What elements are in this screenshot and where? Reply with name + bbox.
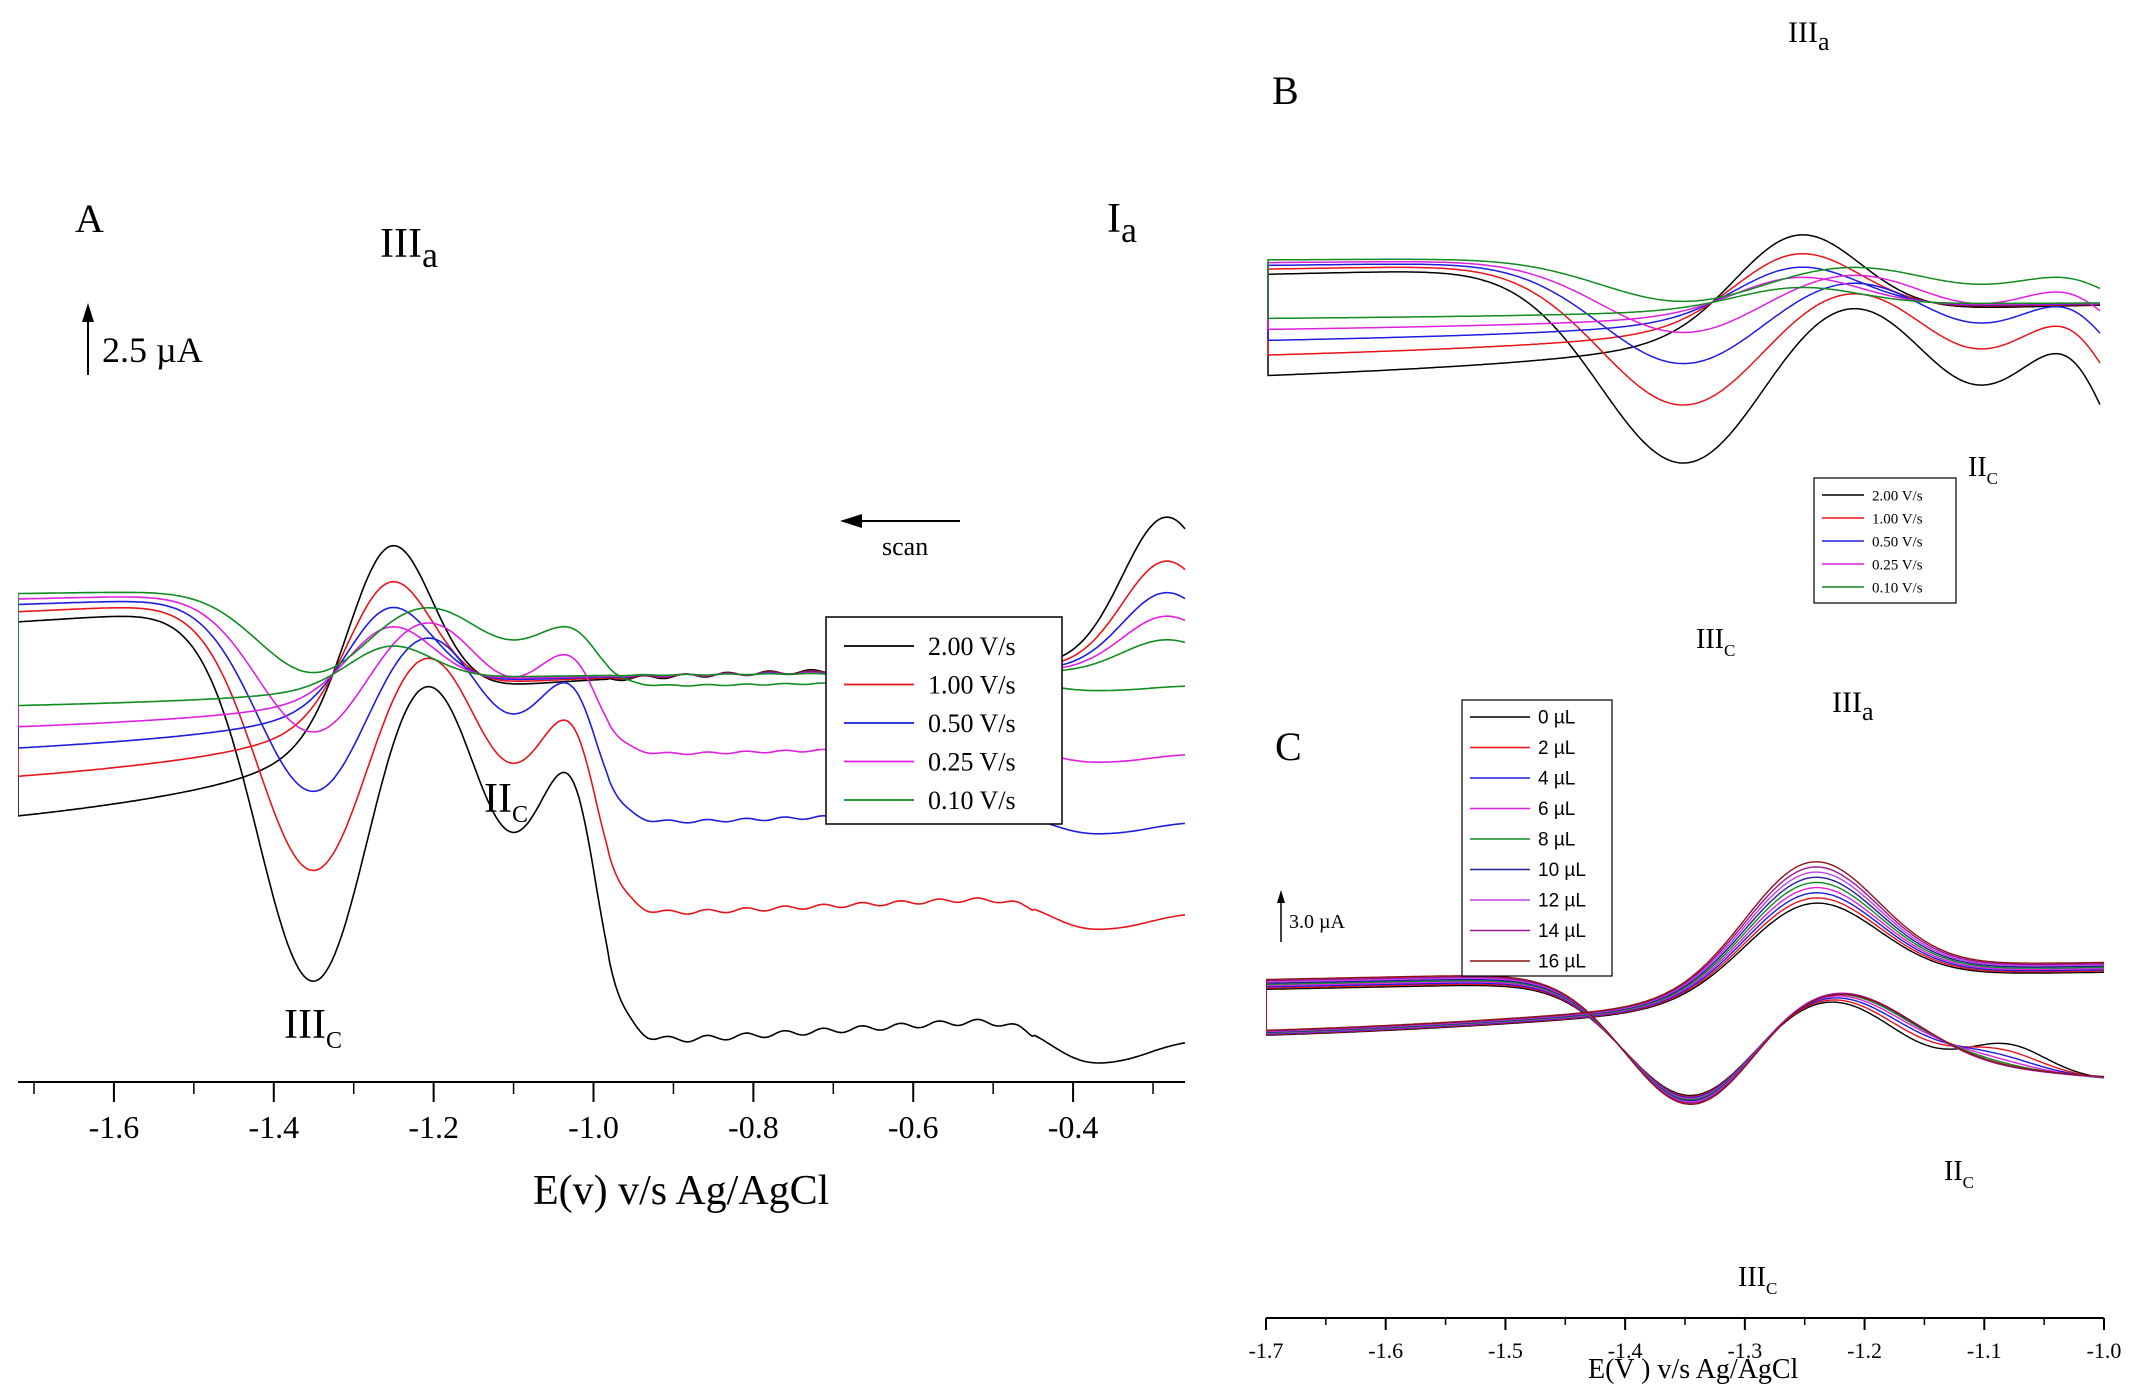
panel-a-label: A xyxy=(75,196,104,241)
panel-a-peak-IIIc: IIIC xyxy=(284,1002,342,1054)
panel-c-legend-label: 16 µL xyxy=(1538,952,1586,973)
panel-a-xlabel: E(v) v/s Ag/AgCl xyxy=(533,1168,829,1214)
panel-a-tick-label: -0.8 xyxy=(728,1109,779,1145)
panel-a: -1.6 -1.4 -1.2 -1.0 -0.8 -0.6 -0.4 E(v) v/s Ag… xyxy=(18,196,1186,1214)
panel-a-legend-label: 0.50 V/s xyxy=(928,709,1016,738)
panel-b: B IIIa IIC IIIC 2.00 V/s 1.00 V/s 0.50 V/s… xyxy=(1267,16,2101,660)
panel-c-legend-label: 14 µL xyxy=(1538,921,1586,942)
panel-b-peak-IIIa: IIIa xyxy=(1788,16,1830,56)
panel-a-ticks: -1.6 -1.4 -1.2 -1.0 -0.8 -0.6 -0.4 xyxy=(33,1082,1154,1145)
panel-b-legend-label: 0.25 V/s xyxy=(1872,557,1923,573)
panel-a-tick-label: -1.2 xyxy=(408,1109,459,1145)
panel-b-legend: 2.00 V/s 1.00 V/s 0.50 V/s 0.25 V/s 0.10 V/s xyxy=(1813,477,1957,604)
panel-a-tick-label: -1.6 xyxy=(89,1109,140,1145)
panel-c-peak-IIIa: IIIa xyxy=(1832,686,1874,726)
panel-c-series-2 xyxy=(1266,892,2105,1099)
panel-a-scan-label: scan xyxy=(882,532,928,561)
panel-c-legend-label: 12 µL xyxy=(1538,891,1586,912)
panel-c-scale-label: 3.0 µA xyxy=(1289,911,1346,933)
panel-c-tick-label: -1.3 xyxy=(1727,1338,1762,1363)
panel-a-legend-label: 2.00 V/s xyxy=(928,632,1016,661)
panel-c-label: C xyxy=(1275,724,1302,769)
panel-c-legend-label: 6 µL xyxy=(1538,799,1575,820)
panel-a-series-4 xyxy=(18,591,1186,707)
panel-b-series-1 xyxy=(1267,252,2101,406)
panel-c-tick-label: -1.7 xyxy=(1249,1338,1284,1363)
panel-a-legend-label: 0.25 V/s xyxy=(928,748,1016,777)
panel-c-legend-label: 4 µL xyxy=(1538,769,1575,790)
panel-b-peak-IIIc: IIIC xyxy=(1696,624,1735,660)
panel-c-scale-bar: 3.0 µA xyxy=(1277,890,1346,942)
panel-c-peak-IIIc: IIIC xyxy=(1738,1262,1777,1298)
panel-c-series-7 xyxy=(1266,866,2105,1104)
panel-c-tick-label: -1.4 xyxy=(1608,1338,1643,1363)
panel-c-ticks: -1.7 -1.6 -1.5 -1.4 -1.3 -1.2 -1.1 -1.0 xyxy=(1249,1318,2122,1363)
panel-c-legend: 0 µL 2 µL 4 µL 6 µL 8 µL 10 µL 12 µL 14 µL 16 µL xyxy=(1461,699,1613,977)
panel-c-peak-IIc: IIC xyxy=(1944,1156,1974,1192)
panel-c-series-8 xyxy=(1266,861,2105,1106)
panel-b-curves xyxy=(1267,234,2101,464)
panel-a-legend: 2.00 V/s 1.00 V/s 0.50 V/s 0.25 V/s 0.10 V/s xyxy=(825,616,1063,825)
panel-c-tick-label: -1.0 xyxy=(2087,1338,2122,1363)
panel-b-legend-label: 1.00 V/s xyxy=(1872,511,1923,527)
panel-b-legend-label: 2.00 V/s xyxy=(1872,488,1923,504)
panel-c-curves xyxy=(1266,861,2105,1106)
panel-c-legend-label: 8 µL xyxy=(1538,830,1575,851)
panel-b-legend-label: 0.50 V/s xyxy=(1872,534,1923,550)
panel-c-legend-label: 0 µL xyxy=(1538,708,1575,729)
panel-c-xlabel: E(V ) v/s Ag/AgCl xyxy=(1588,1354,1798,1385)
panel-c-series-1 xyxy=(1266,897,2105,1098)
panel-c: -1.7 -1.6 -1.5 -1.4 -1.3 -1.2 -1.1 -1.0 E(V ) v… xyxy=(1249,686,2122,1385)
panel-a-tick-label: -1.0 xyxy=(568,1109,619,1145)
panel-a-scan-arrow: scan xyxy=(840,514,960,561)
panel-b-legend-label: 0.10 V/s xyxy=(1872,580,1923,596)
panel-b-label: B xyxy=(1272,68,1299,113)
panel-c-series-0 xyxy=(1266,902,2105,1097)
panel-a-curves xyxy=(18,516,1186,1064)
panel-c-legend-label: 2 µL xyxy=(1538,738,1575,759)
panel-a-tick-label: -0.6 xyxy=(888,1109,939,1145)
panel-c-series-3 xyxy=(1266,886,2105,1100)
panel-c-tick-label: -1.1 xyxy=(1967,1338,2002,1363)
panel-a-legend-label: 1.00 V/s xyxy=(928,671,1016,700)
panel-a-tick-label: -0.4 xyxy=(1048,1109,1099,1145)
panel-c-tick-label: -1.5 xyxy=(1488,1338,1523,1363)
panel-a-scale-bar: 2.5 µA xyxy=(82,303,203,375)
panel-c-legend-label: 10 µL xyxy=(1538,860,1586,881)
panel-a-legend-label: 0.10 V/s xyxy=(928,786,1016,815)
panel-a-peak-Ia: Ia xyxy=(1107,196,1137,250)
panel-a-peak-IIc: IIC xyxy=(484,776,528,828)
panel-c-tick-label: -1.6 xyxy=(1368,1338,1403,1363)
panel-b-peak-IIc: IIC xyxy=(1968,452,1998,488)
panel-a-peak-IIIa: IIIa xyxy=(380,221,438,275)
panel-c-tick-label: -1.2 xyxy=(1847,1338,1882,1363)
panel-b-series-4 xyxy=(1267,258,2101,320)
panel-a-tick-label: -1.4 xyxy=(248,1109,299,1145)
panel-a-scale-label: 2.5 µA xyxy=(102,330,203,370)
